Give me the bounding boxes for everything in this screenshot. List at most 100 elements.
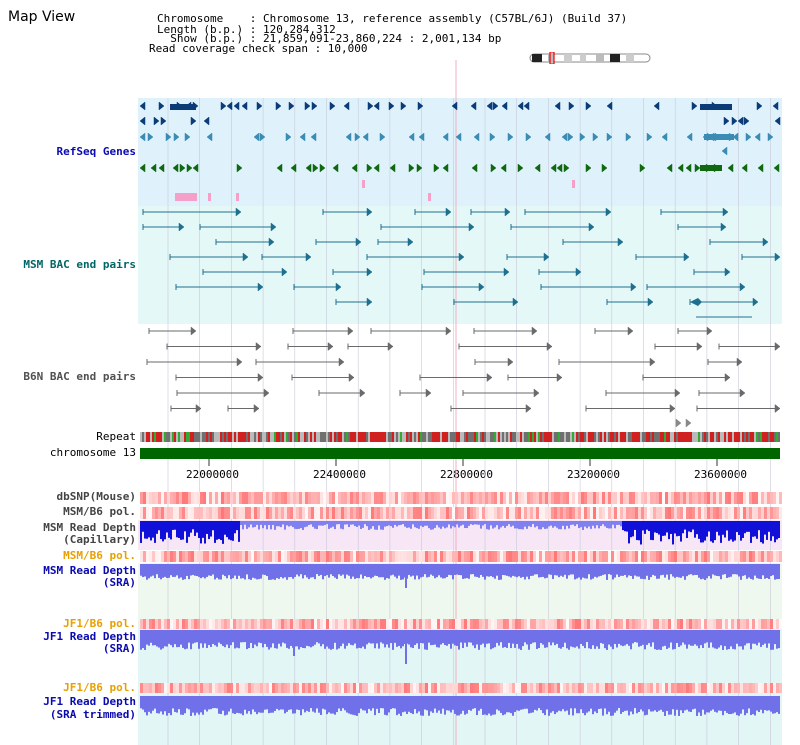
jf1-sra-depth-bar — [524, 630, 526, 643]
jf1-b6-pol-trim-track-label[interactable]: JF1/B6 pol. — [63, 681, 136, 694]
dbsnp-density-cell — [431, 492, 434, 504]
repeat-feature — [504, 432, 506, 442]
jf1-sra-depth-bar — [668, 630, 670, 648]
repeat-feature — [404, 432, 406, 442]
b6n-bac-pair-end — [546, 341, 553, 352]
msm-b6-polymorphism-cell — [353, 507, 356, 519]
jf1-b6-polymorphism-cell — [230, 683, 233, 693]
msm-sra-depth-bar — [278, 564, 280, 579]
repeat-feature — [646, 432, 648, 442]
msm-b6-polymorphism-cell — [578, 507, 581, 519]
chromosome-ideogram[interactable] — [528, 52, 652, 64]
msm-b6-polymorphism-cell — [554, 507, 557, 519]
repeat-feature — [484, 432, 486, 442]
jf1-sra-depth-bar — [744, 630, 746, 646]
gene-feature — [310, 132, 317, 142]
msm-capillary-depth-bar — [192, 521, 194, 530]
jf1-b6-pol-track-label[interactable]: JF1/B6 pol. — [63, 617, 136, 630]
repeat-feature — [550, 432, 552, 442]
msm-b6-polymorphism-cell — [548, 551, 551, 562]
msm-b6-pol-track-label[interactable]: MSM/B6 pol. — [63, 505, 136, 518]
msm-b6-polymorphism-cell — [347, 551, 350, 562]
msm-sra-depth-bar — [174, 564, 176, 577]
jf1-depth-trim-track-label[interactable]: JF1 Read Depth — [43, 695, 136, 708]
jf1-trimmed-depth-bar — [158, 696, 160, 714]
b6n-bac-track-label[interactable]: B6N BAC end pairs — [23, 370, 136, 383]
jf1-b6-polymorphism-cell — [755, 619, 758, 629]
msm-sra-depth-bar — [310, 564, 312, 578]
refseq-track-background — [138, 98, 782, 206]
msm-b6-polymorphism-cell — [329, 507, 332, 519]
jf1-b6-polymorphism-cell — [374, 619, 377, 629]
dbsnp-track-label[interactable]: dbSNP(Mouse) — [56, 490, 136, 503]
msm-sra-depth-bar — [282, 564, 284, 579]
repeat-feature — [220, 432, 222, 442]
jf1-trimmed-depth-bar — [566, 696, 568, 711]
gene-feature — [568, 101, 575, 111]
msm-capillary-depth-bar — [656, 521, 658, 534]
msm-b6-polymorphism-cell — [458, 507, 461, 519]
jf1-trimmed-depth-bar — [588, 696, 590, 712]
jf1-b6-polymorphism-cell — [740, 619, 743, 629]
msm-b6-polymorphism-cell — [725, 507, 728, 519]
jf1-sra-depth-bar — [420, 630, 422, 643]
repeat-feature — [410, 432, 412, 442]
gene-feature — [253, 132, 260, 142]
dbsnp-density-cell — [266, 492, 269, 504]
jf1-trimmed-depth-bar — [722, 696, 724, 716]
jf1-b6-polymorphism-cell — [476, 683, 479, 693]
jf1-trimmed-depth-bar — [432, 696, 434, 713]
msm-sra-depth-bar — [676, 564, 678, 577]
msm-depth-cap-track-label[interactable]: MSM Read Depth — [43, 521, 136, 534]
refseq-track-label[interactable]: RefSeq Genes — [56, 145, 136, 158]
repeat-track-label[interactable]: Repeat — [96, 430, 136, 443]
msm-b6-polymorphism-cell — [626, 507, 629, 519]
msm-sra-depth-bar — [148, 564, 150, 579]
jf1-sra-depth-bar — [562, 630, 564, 647]
jf1-b6-polymorphism-cell — [425, 619, 428, 629]
msm-bac-track-label[interactable]: MSM BAC end pairs — [23, 258, 136, 271]
dbsnp-density-cell — [221, 492, 224, 504]
msm-b6-polymorphism-cell — [650, 551, 653, 562]
dbsnp-density-cell — [611, 492, 614, 504]
jf1-b6-polymorphism-cell — [317, 683, 320, 693]
msm-capillary-depth-bar — [178, 521, 180, 538]
msm-capillary-depth-bar — [362, 521, 364, 528]
msm-b6-pol-sra-track-label[interactable]: MSM/B6 pol. — [63, 549, 136, 562]
jf1-b6-polymorphism-cell — [422, 619, 425, 629]
msm-capillary-depth-bar — [532, 521, 534, 525]
msm-b6-polymorphism-cell — [344, 507, 347, 519]
msm-capillary-depth-bar — [474, 521, 476, 525]
msm-b6-polymorphism-cell — [479, 507, 482, 519]
msm-b6-polymorphism-cell — [773, 507, 776, 519]
jf1-sra-depth-bar — [766, 630, 768, 648]
jf1-b6-polymorphism-cell — [281, 619, 284, 629]
msm-depth-sra-track-label[interactable]: MSM Read Depth — [43, 564, 136, 577]
msm-sra-depth-bar — [700, 564, 702, 580]
jf1-b6-polymorphism-cell — [536, 683, 539, 693]
repeat-feature — [564, 432, 566, 442]
dbsnp-density-cell — [455, 492, 458, 504]
msm-b6-polymorphism-cell — [596, 551, 599, 562]
jf1-sra-depth-bar — [650, 630, 652, 647]
jf1-trimmed-depth-bar — [364, 696, 366, 711]
jf1-sra-depth-bar — [402, 630, 404, 647]
repeat-feature — [592, 432, 594, 442]
msm-b6-polymorphism-cell — [248, 551, 251, 562]
msm-bac-pair-end — [478, 282, 485, 292]
msm-sra-depth-bar — [722, 564, 724, 575]
jf1-sra-depth-bar — [538, 630, 540, 649]
jf1-b6-polymorphism-cell — [179, 619, 182, 629]
jf1-sra-depth-bar — [582, 630, 584, 646]
jf1-trimmed-depth-bar — [716, 696, 718, 713]
msm-b6-polymorphism-cell — [158, 551, 161, 562]
repeat-feature — [618, 432, 620, 442]
jf1-depth-sra-track-label[interactable]: JF1 Read Depth — [43, 630, 136, 643]
jf1-b6-polymorphism-cell — [737, 619, 740, 629]
jf1-trimmed-depth-bar — [654, 696, 656, 711]
msm-sra-depth-bar — [356, 564, 358, 579]
gene-feature — [534, 163, 541, 173]
dbsnp-density-cell — [458, 492, 461, 504]
dbsnp-density-cell — [149, 492, 152, 504]
